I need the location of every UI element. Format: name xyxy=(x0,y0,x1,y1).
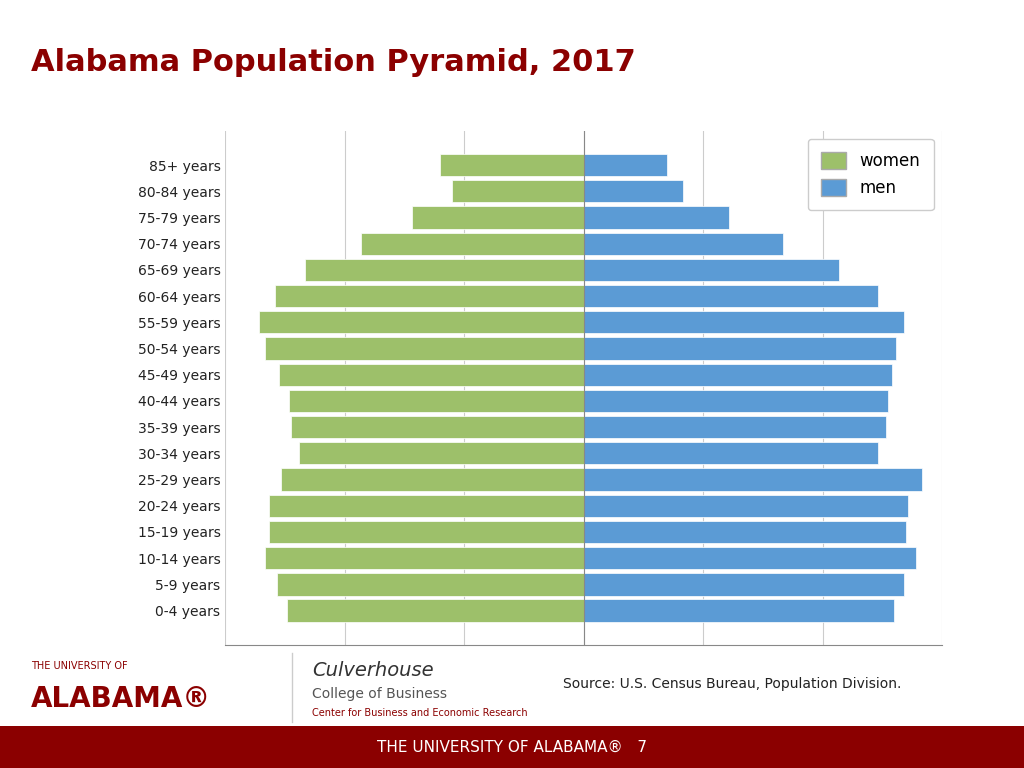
Bar xyxy=(269,521,584,543)
Bar xyxy=(289,390,584,412)
Bar xyxy=(360,233,584,255)
Bar xyxy=(299,442,584,465)
Bar xyxy=(291,416,584,439)
Bar xyxy=(584,337,896,359)
Bar xyxy=(265,337,584,359)
Bar xyxy=(584,259,839,281)
Text: THE UNIVERSITY OF: THE UNIVERSITY OF xyxy=(31,660,127,671)
Bar xyxy=(584,207,729,229)
Bar xyxy=(584,233,782,255)
Bar xyxy=(584,363,892,386)
Text: Center for Business and Economic Research: Center for Business and Economic Researc… xyxy=(312,708,528,719)
Text: Source: U.S. Census Bureau, Population Division.: Source: U.S. Census Bureau, Population D… xyxy=(563,677,901,691)
Bar xyxy=(279,363,584,386)
Bar xyxy=(584,311,904,333)
Text: College of Business: College of Business xyxy=(312,687,447,700)
Bar xyxy=(584,180,683,203)
Text: THE UNIVERSITY OF ALABAMA®   7: THE UNIVERSITY OF ALABAMA® 7 xyxy=(377,740,647,754)
Bar xyxy=(305,259,584,281)
Bar xyxy=(265,547,584,569)
Bar xyxy=(584,416,887,439)
Bar xyxy=(584,154,668,176)
Bar xyxy=(584,521,906,543)
Bar xyxy=(287,600,584,622)
Bar xyxy=(584,495,908,517)
Legend: women, men: women, men xyxy=(808,139,934,210)
Bar xyxy=(584,600,894,622)
Bar xyxy=(584,390,888,412)
Text: ALABAMA®: ALABAMA® xyxy=(31,685,211,713)
Bar xyxy=(584,442,879,465)
Bar xyxy=(453,180,584,203)
Text: Culverhouse: Culverhouse xyxy=(312,661,434,680)
Bar xyxy=(584,573,904,595)
Bar xyxy=(440,154,584,176)
Bar xyxy=(413,207,584,229)
Bar xyxy=(259,311,584,333)
Bar xyxy=(584,547,916,569)
Bar xyxy=(281,468,584,491)
Bar xyxy=(275,285,584,307)
Bar xyxy=(584,285,879,307)
Bar xyxy=(584,468,923,491)
Text: Alabama Population Pyramid, 2017: Alabama Population Pyramid, 2017 xyxy=(31,48,636,77)
Bar xyxy=(269,495,584,517)
Bar xyxy=(278,573,584,595)
